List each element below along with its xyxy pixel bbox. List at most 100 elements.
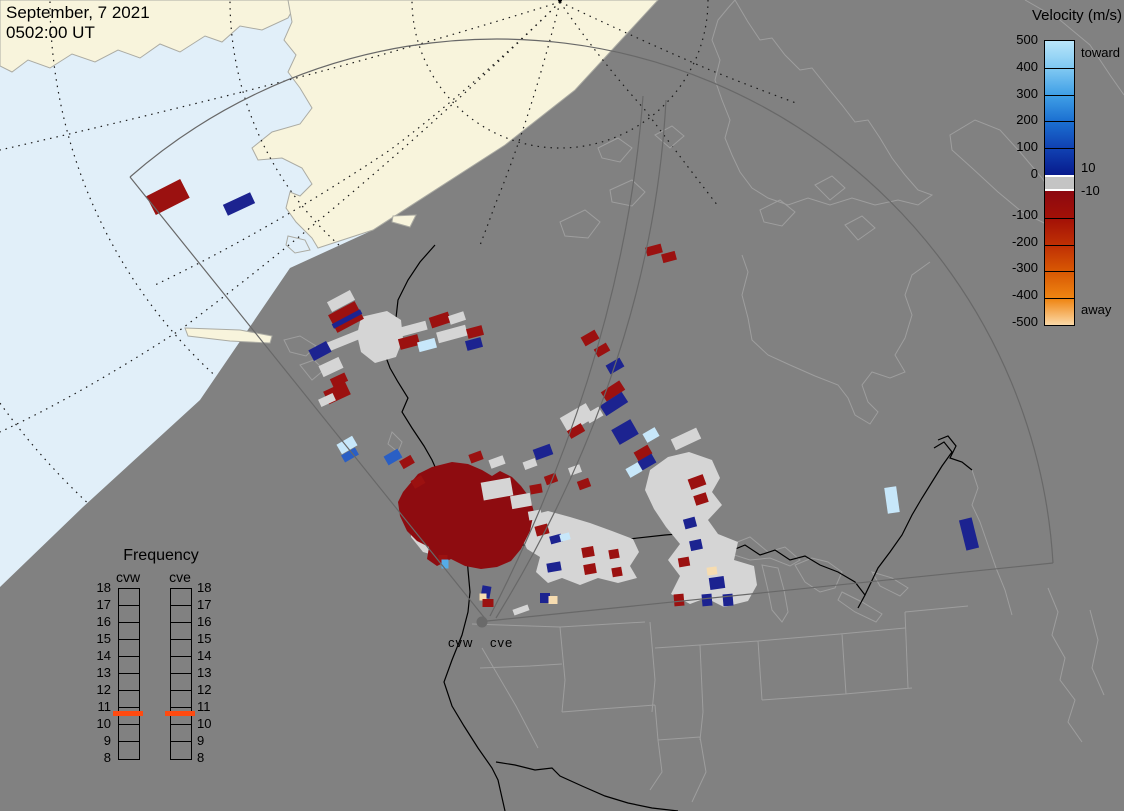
fov-right-edge bbox=[486, 562, 1054, 622]
fov-left-edge bbox=[129, 176, 488, 622]
cvw-frequency-tick-18: 18 bbox=[96, 580, 111, 595]
velocity-cell-red bbox=[465, 325, 485, 339]
frequency-bar-segment-line bbox=[119, 707, 139, 708]
velocity-cell-navy bbox=[958, 517, 980, 551]
velocity-cell-navy bbox=[532, 443, 554, 461]
cve-frequency-tick-11: 11 bbox=[197, 699, 211, 714]
frequency-bar-segment-line bbox=[119, 622, 139, 623]
cve-frequency-tick-10: 10 bbox=[197, 716, 212, 731]
frequency-legend: Frequency cvw cve 18 18 17 17 16 16 15 15 14 14 13… bbox=[85, 545, 230, 790]
coast-fragment-land bbox=[391, 214, 417, 228]
velocity-cell-red bbox=[329, 372, 349, 388]
cve-frequency-marker bbox=[165, 711, 195, 717]
frequency-bar-segment-line bbox=[171, 724, 191, 725]
colorbar-segment-away bbox=[1045, 271, 1074, 299]
velocity-cell-medblue bbox=[383, 448, 403, 466]
velocity-cell-gray bbox=[318, 356, 344, 378]
colorbar-segment-away bbox=[1045, 190, 1074, 218]
velocity-tick--500: -500 bbox=[1011, 314, 1038, 329]
velocity-tick-100: 100 bbox=[1016, 139, 1038, 155]
meridian-line bbox=[379, 1, 561, 471]
velocity-cell-red bbox=[438, 555, 448, 563]
velocity-cell-peach bbox=[706, 566, 718, 576]
velocity-cell-gray bbox=[522, 458, 538, 470]
velocity-cell-red bbox=[428, 311, 452, 329]
velocity-tick--300: -300 bbox=[1011, 260, 1038, 276]
velocity-cell-lightblue bbox=[559, 532, 571, 542]
cve-frequency-tick-16: 16 bbox=[197, 614, 212, 629]
cve-frequency-tick-18: 18 bbox=[197, 580, 212, 595]
velocity-cell-gray bbox=[559, 403, 595, 433]
frequency-bar-segment-line bbox=[171, 656, 191, 657]
velocity-legend-title: Velocity (m/s) bbox=[1031, 7, 1122, 24]
colorbar-segment-away bbox=[1045, 217, 1074, 245]
colorbar-segment-toward bbox=[1045, 148, 1074, 175]
velocity-tick-0: 0 bbox=[1030, 166, 1038, 181]
colorbar-segment-toward bbox=[1045, 94, 1074, 122]
velocity-cell-peach bbox=[479, 593, 487, 601]
velocity-cell-red bbox=[673, 593, 685, 607]
velocity-cell-red bbox=[661, 250, 677, 264]
map-site-label-cvw: cvw bbox=[448, 635, 474, 650]
state-borders bbox=[471, 605, 969, 803]
velocity-cell-peach bbox=[548, 596, 558, 604]
velocity-cell-red bbox=[611, 566, 623, 578]
cvw-frequency-bar bbox=[118, 588, 140, 760]
cvw-frequency-tick-8: 8 bbox=[103, 750, 111, 765]
frequency-bar-segment-line bbox=[171, 622, 191, 623]
velocity-cell-medblue bbox=[341, 447, 359, 463]
inner-neg-label: -10 bbox=[1081, 183, 1100, 198]
velocity-cell-navy bbox=[540, 593, 550, 603]
cve-frequency-tick-17: 17 bbox=[197, 597, 212, 612]
velocity-tick--200: -200 bbox=[1011, 233, 1038, 249]
arctic-small-islands bbox=[559, 125, 876, 241]
cvw-frequency-tick-11: 11 bbox=[97, 699, 112, 714]
radar-fov-lines bbox=[129, 38, 1054, 622]
frequency-bar-segment-line bbox=[171, 707, 191, 708]
atlantic-coast-gray bbox=[971, 469, 1105, 743]
velocity-cell-red bbox=[566, 423, 586, 439]
scatter-patch-gray bbox=[645, 452, 757, 607]
velocity-cell-red bbox=[410, 475, 426, 489]
velocity-cell-gray bbox=[326, 290, 356, 312]
velocity-cell-red bbox=[693, 492, 709, 506]
meridian-line bbox=[154, 1, 561, 286]
toward-label: toward bbox=[1081, 45, 1121, 60]
velocity-cell-red bbox=[633, 444, 653, 462]
velocity-cell-red bbox=[687, 474, 707, 490]
velocity-cell-red bbox=[482, 599, 494, 607]
velocity-cell-gray bbox=[436, 324, 468, 344]
velocity-cell-red bbox=[581, 546, 595, 558]
frequency-legend-title: Frequency bbox=[123, 547, 199, 564]
velocity-tick--400: -400 bbox=[1011, 287, 1038, 303]
velocity-cell-gray bbox=[670, 427, 702, 451]
meridian-line bbox=[559, 1, 726, 216]
cvw-frequency-marker bbox=[113, 711, 143, 717]
inner-pos-label: 10 bbox=[1081, 160, 1096, 175]
glacier-bay-notch bbox=[285, 235, 311, 254]
frequency-bar-segment-line bbox=[119, 690, 139, 691]
frequency-bar-segment-line bbox=[119, 673, 139, 674]
fov-divider-cvw bbox=[489, 95, 644, 617]
great-lakes-outline bbox=[689, 533, 909, 623]
velocity-cell-gray bbox=[510, 492, 532, 510]
velocity-cell-red bbox=[645, 243, 663, 257]
colorbar-segment-toward bbox=[1045, 121, 1074, 149]
velocity-legend: Velocity (m/s) 500 400 300 200 100 0 -100 -200 -… bbox=[1000, 0, 1124, 348]
colorbar-segment-away bbox=[1045, 244, 1074, 272]
velocity-cell-red bbox=[580, 329, 600, 347]
velocity-cell-gray bbox=[488, 455, 506, 469]
north-pole-dot bbox=[558, 0, 562, 2]
frequency-bar-segment-line bbox=[119, 741, 139, 742]
cvw-frequency-tick-15: 15 bbox=[96, 631, 111, 646]
frequency-bar-segment-line bbox=[171, 673, 191, 674]
velocity-cell-navy bbox=[682, 516, 698, 530]
velocity-cell-lightblue bbox=[625, 462, 643, 478]
velocity-cell-gray bbox=[480, 477, 514, 501]
velocity-cell-red bbox=[397, 334, 421, 350]
cve-frequency-bar bbox=[170, 588, 192, 760]
cvw-frequency-tick-14: 14 bbox=[96, 648, 111, 663]
velocity-cell-lightblue bbox=[336, 435, 358, 455]
norton-spur-land bbox=[184, 327, 273, 344]
